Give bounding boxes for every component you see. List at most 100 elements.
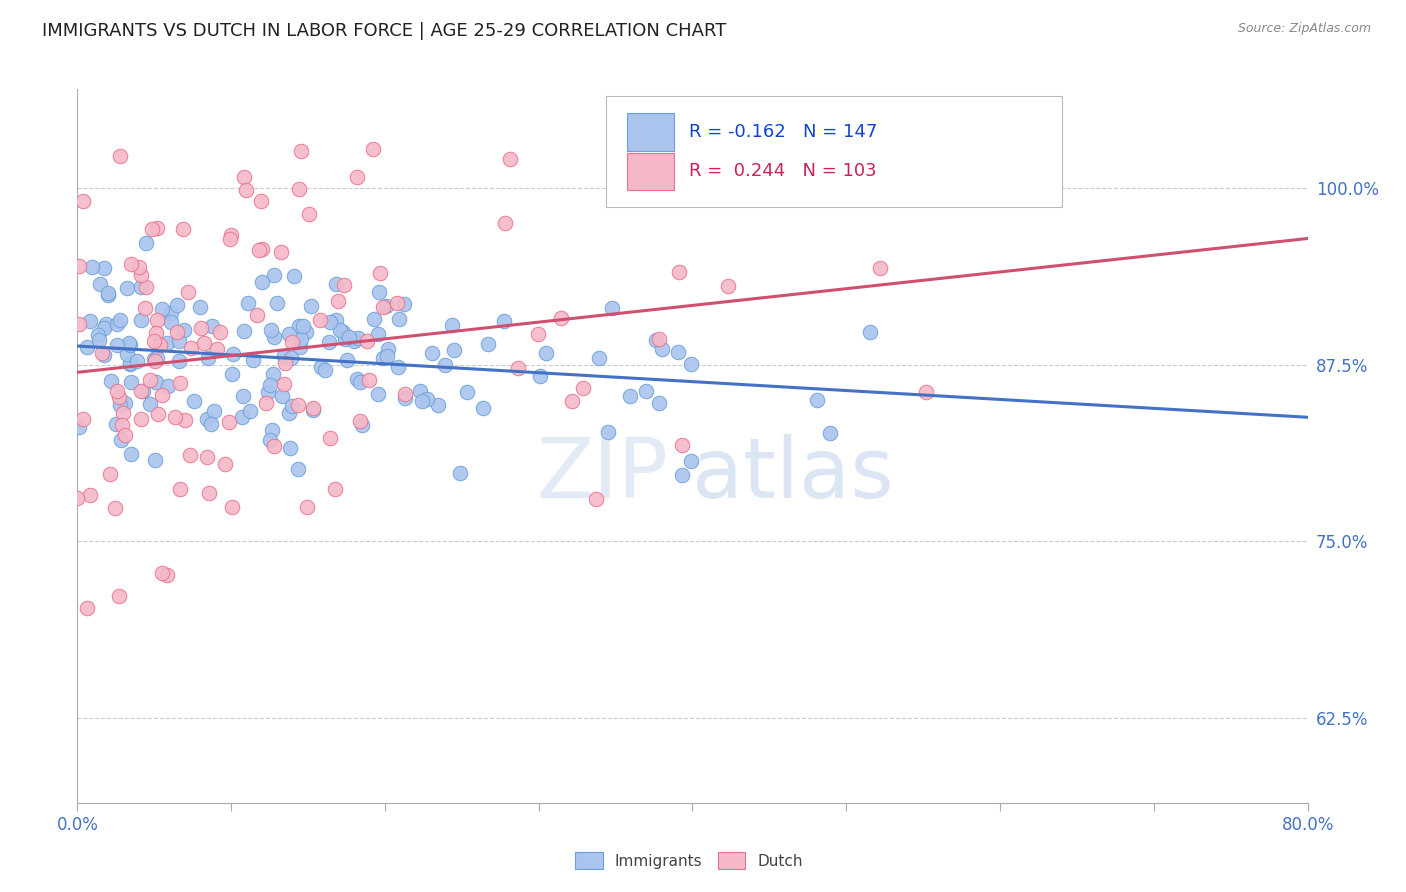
Point: [302, 403, 325, 417]
Point: [114, 396, 136, 410]
Point: [179, 448, 201, 462]
Point: [333, 278, 356, 293]
Point: [169, 354, 191, 368]
Point: [456, 384, 478, 399]
Point: [87, 328, 110, 343]
Point: [273, 377, 295, 392]
Point: [295, 325, 318, 339]
Point: [717, 278, 740, 293]
Point: [377, 343, 399, 357]
Point: [394, 391, 416, 405]
Point: [108, 149, 131, 163]
Point: [69, 260, 91, 274]
Point: [79, 488, 101, 502]
Point: [260, 323, 283, 337]
Point: [346, 372, 368, 386]
Point: [292, 319, 315, 334]
Point: [371, 351, 394, 365]
Point: [529, 369, 551, 384]
Point: [347, 331, 370, 345]
Point: [363, 312, 385, 326]
Point: [280, 351, 302, 365]
Point: [219, 228, 242, 243]
Point: [323, 482, 346, 496]
Point: [314, 363, 336, 377]
Point: [550, 310, 572, 325]
Point: [72, 194, 94, 208]
Point: [93, 321, 115, 335]
Point: [494, 215, 516, 229]
Point: [180, 341, 202, 355]
Point: [146, 220, 169, 235]
Point: [349, 375, 371, 389]
Point: [274, 356, 297, 370]
Point: [600, 301, 623, 316]
Point: [195, 450, 218, 464]
Point: [319, 431, 342, 445]
Point: [142, 351, 165, 366]
Point: [283, 268, 305, 283]
Point: [409, 384, 432, 398]
Point: [166, 326, 188, 340]
Point: [242, 353, 264, 368]
Point: [336, 352, 359, 367]
Point: [128, 260, 150, 274]
Point: [120, 447, 142, 461]
Point: [298, 207, 321, 221]
Point: [326, 294, 349, 309]
Point: [93, 261, 115, 276]
Point: [246, 308, 269, 322]
Point: [149, 338, 172, 352]
Point: [108, 312, 131, 326]
Point: [108, 397, 131, 411]
Point: [96, 317, 118, 331]
Point: [233, 169, 256, 184]
Point: [671, 438, 693, 452]
Point: [278, 406, 301, 420]
Point: [508, 361, 530, 376]
Point: [120, 376, 142, 390]
Text: atlas: atlas: [693, 434, 894, 515]
Point: [250, 194, 273, 209]
Point: [232, 389, 254, 403]
Point: [129, 280, 152, 294]
Point: [263, 330, 285, 344]
Point: [221, 500, 243, 514]
Point: [254, 396, 277, 410]
Point: [806, 393, 828, 408]
Point: [527, 327, 550, 342]
Point: [87, 333, 110, 347]
FancyBboxPatch shape: [606, 96, 1062, 207]
Point: [129, 313, 152, 327]
Point: [434, 358, 457, 372]
Point: [350, 418, 373, 433]
Point: [250, 242, 273, 256]
Point: [416, 392, 439, 406]
Point: [361, 142, 384, 156]
Point: [266, 295, 288, 310]
Point: [235, 183, 257, 197]
Text: R = -0.162   N = 147: R = -0.162 N = 147: [689, 123, 877, 141]
Point: [222, 347, 245, 361]
Point: [200, 417, 222, 432]
Point: [110, 433, 132, 447]
Point: [561, 393, 583, 408]
Point: [114, 428, 136, 442]
Point: [108, 589, 131, 603]
Point: [869, 261, 891, 276]
Point: [177, 285, 200, 300]
Point: [302, 401, 325, 415]
Point: [66, 491, 89, 505]
Point: [172, 222, 194, 236]
Point: [173, 323, 195, 337]
Point: [681, 453, 703, 467]
Bar: [627, 153, 673, 190]
Point: [257, 384, 280, 399]
Point: [325, 313, 347, 327]
Point: [394, 386, 416, 401]
Point: [156, 335, 179, 350]
Point: [150, 301, 173, 316]
Point: [201, 319, 224, 334]
Point: [288, 181, 311, 195]
Point: [356, 334, 378, 348]
